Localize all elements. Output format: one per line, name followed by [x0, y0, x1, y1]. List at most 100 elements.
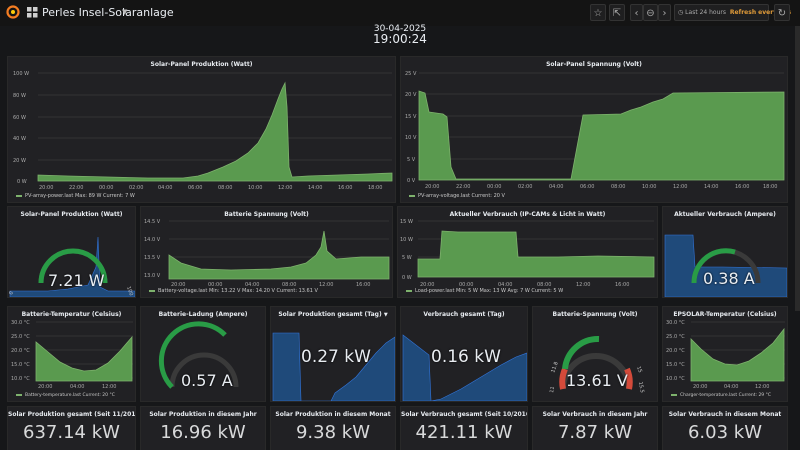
chevron-left-icon: ‹ [634, 8, 639, 19]
chevron-right-icon: › [662, 8, 667, 19]
x-tick: 04:00 [158, 185, 172, 191]
gauge-threshold-label: 11 [549, 386, 556, 393]
charger-temp-graph-panel[interactable]: EPSOLAR-Temperatur (Celsius) 30.0 °C 25.… [662, 306, 788, 402]
legend-text: Charger-temperature.last Current: 29 °C [680, 393, 771, 398]
x-tick: 12:00 [102, 384, 116, 390]
share-icon: ⇱ [612, 8, 622, 19]
current-gauge-panel[interactable]: Aktueller Verbrauch (Ampere) 0.38 A [662, 206, 788, 298]
panel-title-text: Solar Produktion gesamt (Tag) [278, 311, 382, 318]
graph-legend[interactable]: Battery-voltage.last Min: 13.22 V Max: 1… [149, 288, 318, 294]
pv-power-graph-panel[interactable]: Solar-Panel Produktion (Watt) 100 W 80 W… [7, 56, 396, 203]
x-tick: 16:00 [615, 282, 629, 288]
time-back-button[interactable]: ‹ [630, 4, 643, 21]
battery-temp-area [35, 335, 133, 382]
stat-panel[interactable]: Solar Verbrauch in diesem Monat 6.03 kW [662, 406, 788, 450]
battery-temp-graph-panel[interactable]: Batterie-Temperatur (Celsius) 30.0 °C 25… [7, 306, 136, 402]
panel-title: Solar Produktion in diesem Jahr [149, 411, 257, 418]
y-tick: 15.0 °C [11, 362, 30, 368]
y-tick: 14.0 V [144, 237, 161, 243]
load-power-area [417, 230, 655, 278]
battery-voltage-graph-panel[interactable]: Batterie Spannung (Volt) 14.5 V 14.0 V 1… [140, 206, 393, 298]
x-ticks: 20:00 00:00 04:00 08:00 12:00 16:00 [171, 282, 370, 288]
panel-title: Solar-Panel Spannung (Volt) [546, 61, 642, 68]
x-tick: 20:00 [425, 184, 439, 190]
share-button[interactable]: ⇱ [609, 4, 625, 21]
x-ticks: 20:00 04:00 12:00 [38, 384, 116, 390]
title-dropdown-caret-icon[interactable]: ▼ [122, 8, 128, 16]
y-tick: 30.0 °C [666, 320, 685, 326]
stat-panel[interactable]: Solar Produktion in diesem Jahr 16.96 kW [140, 406, 266, 450]
gauge-threshold-label: 15 [635, 366, 643, 374]
refresh-button[interactable]: ↻ [774, 4, 790, 21]
dashboard-title[interactable]: Perles Insel-Solaranlage [42, 6, 174, 19]
y-tick: 5 W [402, 255, 412, 261]
chevron-down-icon[interactable]: ▼ [383, 312, 388, 318]
y-tick: 20 V [405, 92, 417, 98]
current-gauge [664, 234, 787, 297]
y-tick: 5 V [407, 157, 416, 163]
battery-voltage-gauge-panel[interactable]: Batterie-Spannung (Volt) 11 11.8 15 15.5… [532, 306, 658, 402]
x-tick: 20:00 [38, 384, 52, 390]
y-tick: 80 W [13, 93, 26, 99]
panel-title: Solar Produktion gesamt (Seit 11/2016) [8, 411, 136, 418]
x-tick: 04:00 [498, 282, 512, 288]
y-tick: 10.0 °C [666, 376, 685, 382]
x-ticks: 20:00 04:00 12:00 [693, 384, 769, 390]
graph-legend[interactable]: PV-array-voltage.last Current: 20 V [409, 193, 505, 199]
panel-title: Aktueller Verbrauch (IP-CAMs & Licht in … [449, 211, 606, 218]
gauge-value: 0.38 A [703, 269, 755, 288]
x-tick: 20:00 [693, 384, 707, 390]
y-tick: 25.0 °C [666, 334, 685, 340]
x-tick: 12:00 [755, 384, 769, 390]
graph-legend[interactable]: Charger-temperature.last Current: 29 °C [671, 393, 771, 398]
x-tick: 02:00 [129, 185, 143, 191]
x-tick: 16:00 [356, 282, 370, 288]
x-tick: 08:00 [282, 282, 296, 288]
x-tick: 00:00 [459, 282, 473, 288]
x-tick: 08:00 [218, 185, 232, 191]
usage-day-panel[interactable]: Verbrauch gesamt (Tag) 0.16 kW [400, 306, 528, 402]
sparkline [9, 236, 135, 297]
graph-legend[interactable]: PV-array-power.last Max: 89 W Current: 7… [16, 193, 135, 199]
pv-voltage-graph-panel[interactable]: Solar-Panel Spannung (Volt) 25 V 20 V 15… [400, 56, 788, 203]
x-tick: 10:00 [248, 185, 262, 191]
gauge-fill [562, 336, 600, 370]
stat-value: 421.11 kW [415, 422, 513, 443]
x-tick: 00:00 [99, 185, 113, 191]
y-tick: 10 V [405, 135, 417, 141]
stat-panel[interactable]: Solar Produktion in diesem Monat 9.38 kW [270, 406, 396, 450]
pv-power-gauge-panel[interactable]: Solar-Panel Produktion (Watt) 0 100 7.21… [7, 206, 136, 298]
graph-legend[interactable]: Battery-temperature.last Current: 20 °C [16, 393, 115, 398]
x-tick: 20:00 [420, 282, 434, 288]
x-tick: 12:00 [576, 282, 590, 288]
x-tick: 22:00 [69, 185, 83, 191]
zoom-out-icon: ⊖ [646, 8, 655, 19]
time-forward-button[interactable]: › [658, 4, 671, 21]
stat-panel[interactable]: Solar Verbrauch in diesem Jahr 7.87 kW [532, 406, 658, 450]
solar-day-panel[interactable]: Solar Produktion gesamt (Tag) ▼ 0.27 kW [270, 306, 396, 402]
gauge-value: 0.57 A [181, 371, 233, 390]
stat-panel[interactable]: Solar Verbrauch gesamt (Seit 10/2016) 42… [400, 406, 528, 450]
time-range-picker[interactable]: ◷ Last 24 hours Refresh every 10s [674, 4, 791, 21]
y-tick: 15 V [405, 114, 417, 120]
x-tick: 12:00 [673, 184, 687, 190]
stat-value: 6.03 kW [687, 422, 763, 443]
panel-title: Solar Verbrauch gesamt (Seit 10/2016) [401, 411, 528, 418]
zoom-out-button[interactable]: ⊖ [643, 4, 658, 21]
gauge-fill [38, 248, 108, 284]
star-button[interactable]: ☆ [590, 4, 606, 21]
x-tick: 22:00 [456, 184, 470, 190]
graph-legend[interactable]: Load-power.last Min: 5 W Max: 13 W Avg: … [406, 288, 563, 294]
scrollbar[interactable] [795, 26, 800, 311]
y-tick: 15.0 °C [666, 362, 685, 368]
stat-value: 7.87 kW [557, 422, 633, 443]
y-tick: 14.5 V [144, 219, 161, 225]
x-tick: 08:00 [537, 282, 551, 288]
battery-charge-gauge-panel[interactable]: Batterie-Ladung (Ampere) 0.57 A [140, 306, 266, 402]
clock-date: 30-04-2025 [373, 24, 427, 34]
load-power-graph-panel[interactable]: Aktueller Verbrauch (IP-CAMs & Licht in … [397, 206, 658, 298]
stat-panel[interactable]: Solar Produktion gesamt (Seit 11/2016) 6… [7, 406, 136, 450]
grafana-logo-icon[interactable] [6, 5, 20, 19]
x-tick: 04:00 [70, 384, 84, 390]
dashboard-grid-icon [27, 7, 38, 18]
